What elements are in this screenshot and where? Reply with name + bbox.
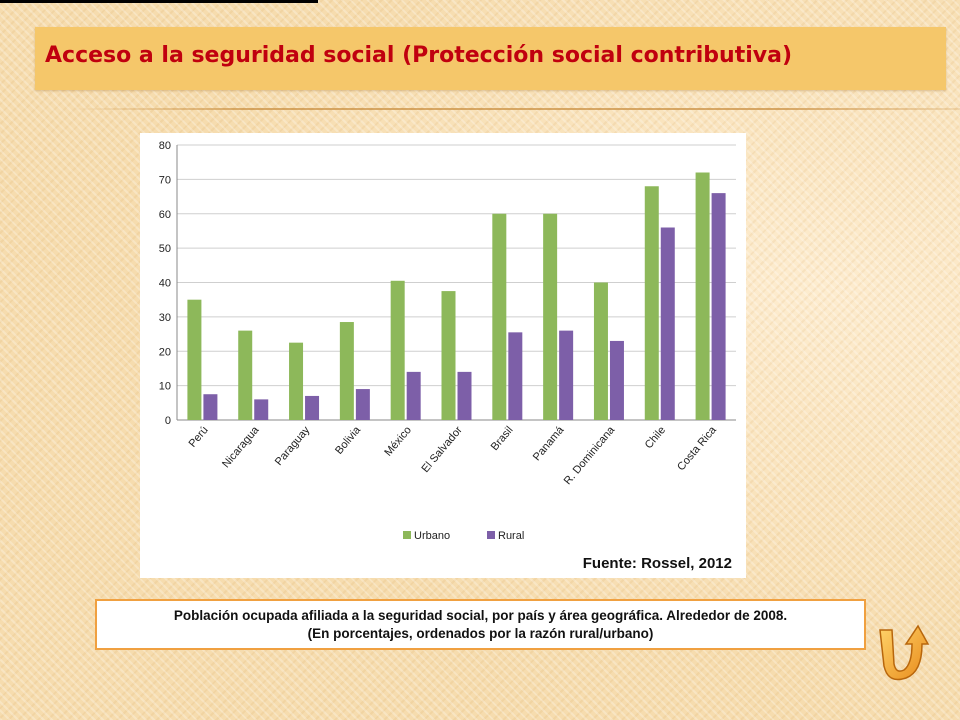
x-tick-label: El Salvador [419, 424, 465, 475]
bar-urbano-9 [644, 186, 659, 420]
y-tick-label: 10 [159, 381, 171, 393]
bar-urbano-10 [695, 172, 710, 420]
bar-rural-9 [660, 227, 675, 420]
chart-box: 0 10 20 30 40 50 60 70 80 Perú Nicaragua Paraguay Bo… [140, 133, 746, 578]
bar-urbano-7 [543, 213, 558, 420]
legend-label-rural: Rural [498, 530, 524, 542]
bar-rural-5 [457, 371, 472, 420]
x-tick-label: Bolivia [333, 424, 364, 457]
legend-swatch-urbano [403, 531, 411, 539]
top-rule [0, 0, 318, 3]
legend-swatch-rural [487, 531, 495, 539]
title-bar: Acceso a la seguridad social (Protección… [35, 27, 946, 90]
title-underline [70, 108, 960, 110]
y-tick-label: 70 [159, 174, 171, 186]
bar-urbano-3 [339, 322, 354, 420]
y-tick-label: 40 [159, 278, 171, 290]
bar-urbano-8 [593, 282, 608, 420]
bar-rural-6 [508, 332, 523, 420]
x-tick-label: Chile [643, 424, 668, 451]
return-arrow-icon[interactable] [870, 620, 930, 682]
bar-rural-10 [711, 193, 726, 420]
x-tick-label: México [382, 424, 414, 458]
y-tick-label: 0 [165, 415, 171, 427]
chart-source: Fuente: Rossel, 2012 [583, 555, 732, 572]
x-tick-label: Brasil [489, 424, 516, 453]
bar-rural-2 [305, 395, 320, 420]
bar-rural-1 [254, 399, 269, 420]
bar-urbano-4 [390, 280, 405, 420]
x-tick-label: Costa Rica [675, 424, 719, 474]
bar-rural-7 [559, 330, 574, 420]
caption-line-1: Población ocupada afiliada a la segurida… [173, 608, 788, 623]
y-tick-label: 50 [159, 243, 171, 255]
y-tick-label: 80 [159, 140, 171, 152]
bar-urbano-0 [187, 299, 202, 420]
caption-line-2: (En porcentajes, ordenados por la razón … [307, 626, 654, 641]
bar-urbano-5 [441, 291, 456, 420]
bar-urbano-2 [289, 342, 304, 420]
bar-urbano-1 [238, 330, 253, 420]
chart-caption: Población ocupada afiliada a la segurida… [95, 599, 866, 650]
legend-label-urbano: Urbano [414, 530, 450, 542]
x-tick-label: Perú [187, 424, 211, 450]
x-tick-label: R. Dominicana [562, 424, 618, 488]
y-tick-label: 20 [159, 346, 171, 358]
bar-rural-0 [203, 394, 218, 420]
y-tick-label: 30 [159, 312, 171, 324]
x-tick-label: Panamá [531, 424, 567, 464]
slide-title: Acceso a la seguridad social (Protección… [45, 43, 793, 68]
bar-rural-3 [355, 389, 370, 420]
bar-rural-4 [406, 371, 421, 420]
bar-urbano-6 [492, 213, 507, 420]
x-tick-label: Nicaragua [220, 424, 262, 471]
bar-rural-8 [609, 340, 624, 420]
bar-chart: 0 10 20 30 40 50 60 70 80 Perú Nicaragua Paraguay Bo… [159, 140, 736, 572]
y-tick-label: 60 [159, 209, 171, 221]
x-tick-label: Paraguay [273, 424, 313, 468]
